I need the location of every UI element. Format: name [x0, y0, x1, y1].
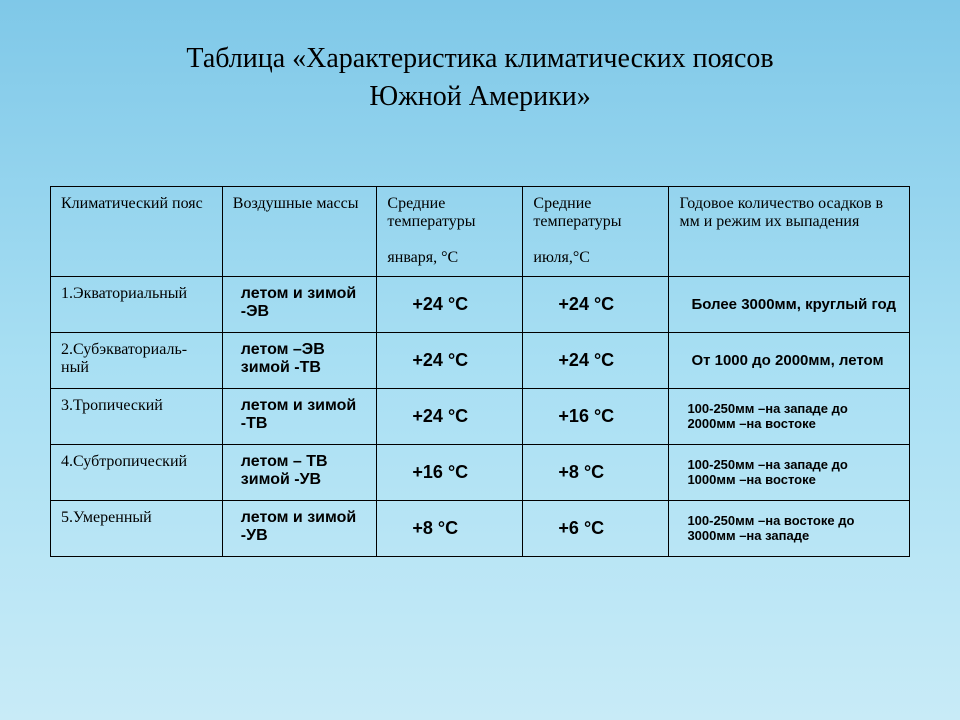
table-row: 5.Умеренныйлетом и зимой -УВ+8 °С+6 °С10… — [51, 500, 910, 556]
table-row: 1.Экваториальныйлетом и зимой -ЭВ+24 °С+… — [51, 276, 910, 332]
title-line-2: Южной Америки» — [369, 81, 590, 112]
cell-precip: 100-250мм –на западе до 1000мм –на восто… — [669, 444, 910, 500]
cell-temp-jul: +16 °С — [523, 388, 669, 444]
cell-precip: От 1000 до 2000мм, летом — [669, 332, 910, 388]
cell-temp-jan: +24 °С — [377, 388, 523, 444]
table-row: 3.Тропическийлетом и зимой -ТВ+24 °С+16 … — [51, 388, 910, 444]
cell-temp-jan: +16 °С — [377, 444, 523, 500]
cell-air-mass: летом и зимой -ТВ — [222, 388, 377, 444]
col-air: Воздушные массы — [222, 186, 377, 276]
table-body: 1.Экваториальныйлетом и зимой -ЭВ+24 °С+… — [51, 276, 910, 556]
cell-zone: 5.Умеренный — [51, 500, 223, 556]
cell-precip: 100-250мм –на западе до 2000мм –на восто… — [669, 388, 910, 444]
cell-precip: Более 3000мм, круглый год — [669, 276, 910, 332]
cell-air-mass: летом –ЭВ зимой -ТВ — [222, 332, 377, 388]
cell-air-mass: летом – ТВ зимой -УВ — [222, 444, 377, 500]
cell-temp-jan: +24 °С — [377, 276, 523, 332]
cell-temp-jan: +8 °С — [377, 500, 523, 556]
cell-zone: 4.Субтропический — [51, 444, 223, 500]
col-jan: Средние температуры января, °С — [377, 186, 523, 276]
col-precip: Годовое количество осадков в мм и режим … — [669, 186, 910, 276]
cell-temp-jul: +8 °С — [523, 444, 669, 500]
cell-zone: 3.Тропический — [51, 388, 223, 444]
col-jan-a: Средние температуры — [387, 195, 475, 230]
cell-zone: 1.Экваториальный — [51, 276, 223, 332]
cell-zone: 2.Субэкваториаль-ный — [51, 332, 223, 388]
slide-title: Таблица «Характеристика климатических по… — [50, 40, 910, 116]
cell-temp-jul: +24 °С — [523, 276, 669, 332]
col-jul-a: Средние температуры — [533, 195, 621, 230]
cell-precip: 100-250мм –на востоке до 3000мм –на запа… — [669, 500, 910, 556]
cell-temp-jul: +24 °С — [523, 332, 669, 388]
col-jul: Средние температуры июля,°С — [523, 186, 669, 276]
slide: Таблица «Характеристика климатических по… — [0, 0, 960, 720]
cell-temp-jan: +24 °С — [377, 332, 523, 388]
table-row: 4.Субтропическийлетом – ТВ зимой -УВ+16 … — [51, 444, 910, 500]
climate-table: Климатический пояс Воздушные массы Средн… — [50, 186, 910, 557]
cell-temp-jul: +6 °С — [523, 500, 669, 556]
col-jan-b: января, °С — [387, 249, 458, 266]
table-row: 2.Субэкваториаль-ныйлетом –ЭВ зимой -ТВ+… — [51, 332, 910, 388]
cell-air-mass: летом и зимой -УВ — [222, 500, 377, 556]
col-zone: Климатический пояс — [51, 186, 223, 276]
col-jul-b: июля,°С — [533, 249, 590, 266]
title-line-1: Таблица «Характеристика климатических по… — [186, 43, 773, 74]
table-header-row: Климатический пояс Воздушные массы Средн… — [51, 186, 910, 276]
cell-air-mass: летом и зимой -ЭВ — [222, 276, 377, 332]
